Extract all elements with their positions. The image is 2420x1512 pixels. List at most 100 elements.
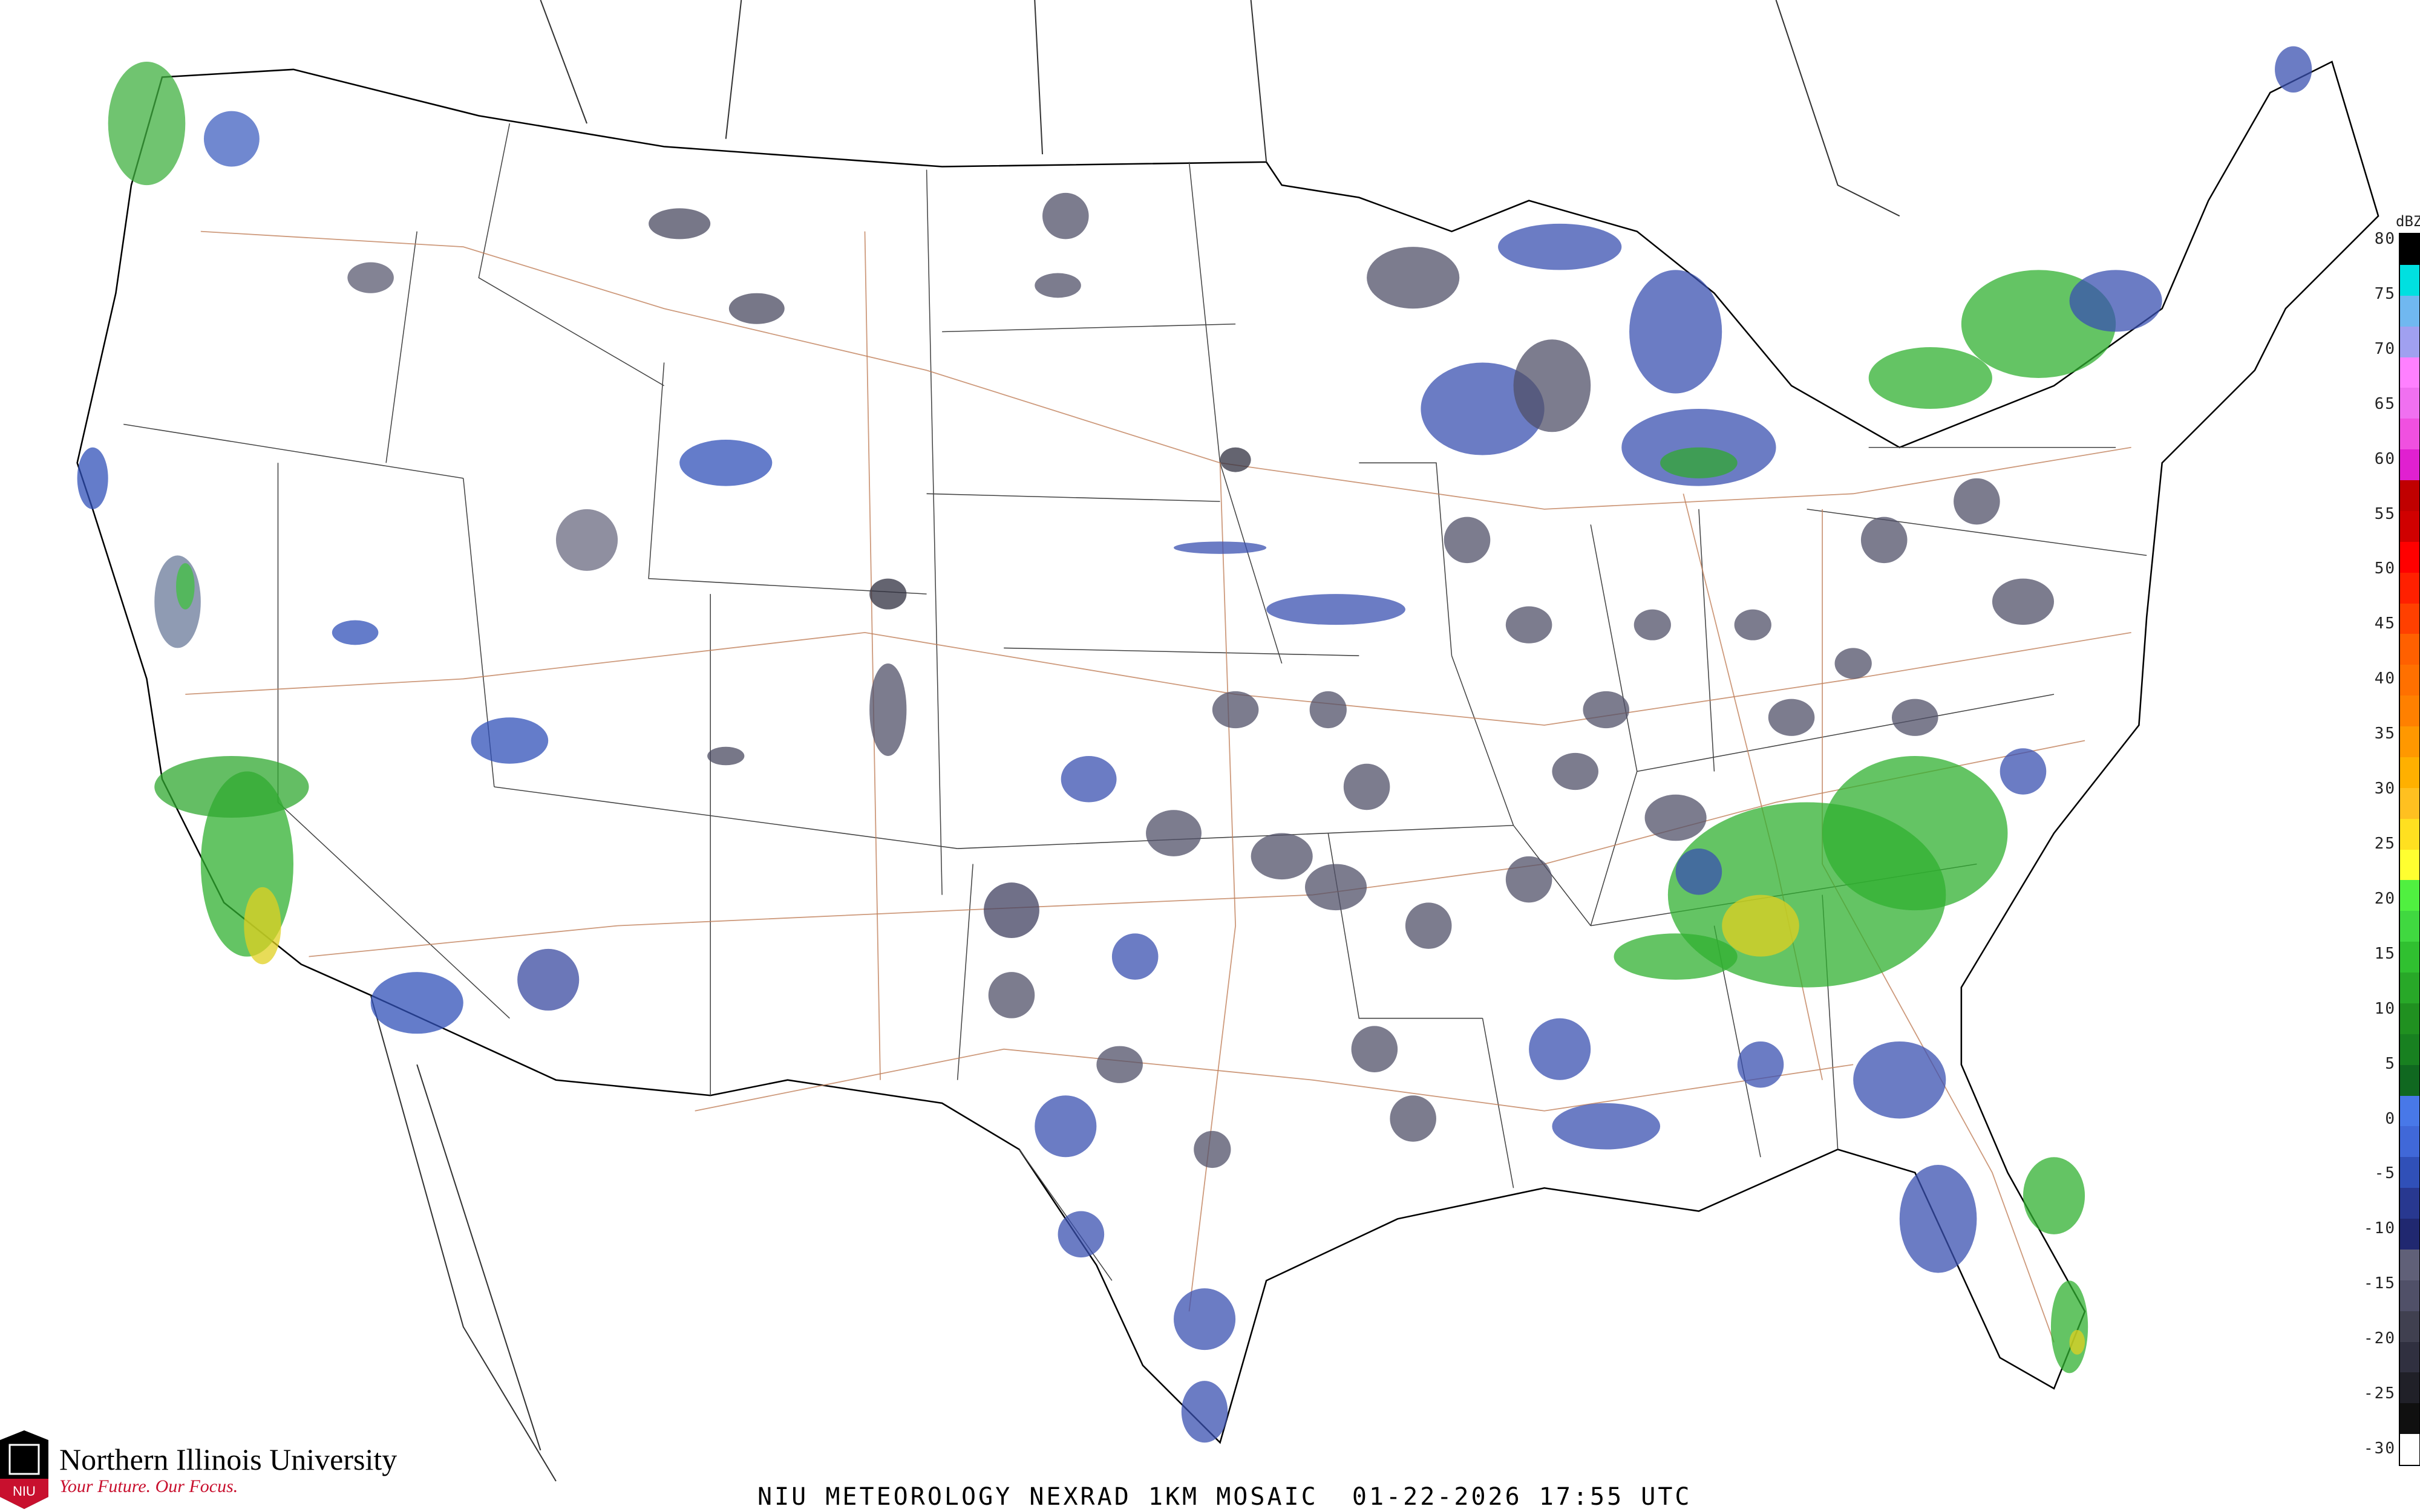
colorbar-label: 5: [2385, 1054, 2396, 1073]
colorbar-segment: [2400, 911, 2419, 942]
radar-echo: [154, 756, 309, 818]
state-border: [385, 231, 417, 463]
radar-echo: [2050, 1280, 2088, 1374]
radar-echo: [2069, 1329, 2085, 1355]
colorbar-segment: [2400, 388, 2419, 419]
state-border: [926, 493, 1220, 502]
canada-province-line: [1034, 0, 1044, 155]
radar-echo: [1853, 1041, 1946, 1119]
radar-echo: [1498, 223, 1622, 270]
state-border: [1637, 694, 2055, 772]
radar-echo: [1822, 756, 2008, 911]
radar-echo: [1194, 1130, 1231, 1168]
radar-echo: [728, 293, 785, 324]
colorbar-segment: [2400, 696, 2419, 726]
radar-echo: [1737, 1041, 1784, 1088]
colorbar-segment: [2400, 1157, 2419, 1188]
radar-echo: [176, 563, 195, 610]
radar-echo: [1899, 1165, 1977, 1273]
colorbar-segment: [2400, 849, 2419, 881]
colorbar-label: -15: [2364, 1274, 2396, 1293]
radar-echo: [1181, 1381, 1228, 1443]
radar-echo: [1529, 1018, 1591, 1080]
colorbar-segment: [2400, 1064, 2419, 1096]
radar-echo: [2000, 748, 2047, 795]
colorbar-label: 80: [2374, 230, 2396, 248]
canada-province-line: [1250, 0, 1267, 162]
radar-echo: [154, 555, 201, 648]
radar-echo: [1405, 902, 1452, 949]
conus-outline: [76, 0, 2379, 1482]
canada-line: [1775, 0, 1900, 217]
svg-text:NIU: NIU: [13, 1484, 36, 1499]
highway: [200, 230, 2131, 510]
colorbar-label: -20: [2364, 1329, 2396, 1348]
colorbar-label: 40: [2374, 670, 2396, 688]
colorbar-label: 45: [2374, 614, 2396, 633]
state-border: [1698, 509, 1715, 772]
colorbar-segment: [2400, 234, 2419, 265]
state-border: [926, 169, 943, 895]
radar-echo: [1343, 763, 1390, 810]
radar-echo: [1722, 894, 1799, 957]
radar-echo: [1734, 609, 1771, 640]
colorbar-segment: [2400, 1249, 2419, 1280]
colorbar-label: 25: [2374, 835, 2396, 853]
radar-echo: [1583, 691, 1630, 729]
radar-echo: [1552, 752, 1598, 790]
radar-echo: [1174, 1288, 1236, 1351]
highway: [1822, 509, 2055, 1343]
radar-echo: [869, 663, 907, 756]
state-border: [1482, 1018, 1514, 1188]
radar-echo: [1266, 594, 1405, 625]
radar-echo: [2069, 270, 2162, 332]
radar-echo: [1992, 578, 2055, 625]
canada-province-line: [725, 0, 742, 139]
radar-echo: [1660, 447, 1738, 478]
highway: [1188, 463, 1237, 1312]
colorbar-segment: [2400, 1403, 2419, 1435]
radar-echo: [332, 620, 379, 645]
radar-echo: [1042, 192, 1089, 240]
radar-echo: [1629, 270, 1722, 394]
colorbar-label: 75: [2374, 284, 2396, 303]
colorbar-segment: [2400, 726, 2419, 757]
radar-echo: [988, 972, 1035, 1018]
colorbar-label: 35: [2374, 725, 2396, 743]
mosaic-caption: NIU METEOROLOGY NEXRAD 1KM MOSAIC 01-22-…: [757, 1483, 1692, 1511]
colorbar-segment: [2400, 295, 2419, 327]
colorbar-segment: [2400, 1003, 2419, 1034]
colorbar-segment: [2400, 449, 2419, 480]
highway: [864, 231, 881, 1080]
colorbar-label: 20: [2374, 889, 2396, 908]
radar-echo: [1675, 849, 1722, 895]
radar-echo: [1061, 756, 1117, 803]
colorbar-label: 55: [2374, 504, 2396, 523]
radar-echo: [1834, 648, 1872, 679]
radar-echo: [707, 746, 745, 766]
colorbar-segment: [2400, 757, 2419, 788]
colorbar-label: 0: [2385, 1109, 2396, 1128]
colorbar-segment: [2400, 665, 2419, 696]
colorbar-label: 60: [2374, 449, 2396, 468]
radar-echo: [1035, 273, 1081, 298]
state-border: [942, 323, 1236, 333]
radar-echo: [1513, 339, 1591, 432]
colorbar-segment: [2400, 541, 2419, 573]
colorbar-segment: [2400, 634, 2419, 665]
colorbar-label: -10: [2364, 1219, 2396, 1238]
radar-echo: [2275, 46, 2312, 93]
colorbar-segment: [2400, 1219, 2419, 1250]
canada-province-line: [540, 0, 587, 124]
state-border: [1359, 462, 1453, 656]
radar-echo: [1505, 606, 1552, 644]
radar-echo: [1505, 856, 1552, 903]
colorbar-segment: [2400, 480, 2419, 511]
radar-echo: [1367, 247, 1460, 309]
state-border: [1004, 647, 1359, 656]
highway: [695, 1048, 1854, 1112]
colorbar-segment: [2400, 973, 2419, 1003]
radar-echo: [347, 262, 394, 293]
